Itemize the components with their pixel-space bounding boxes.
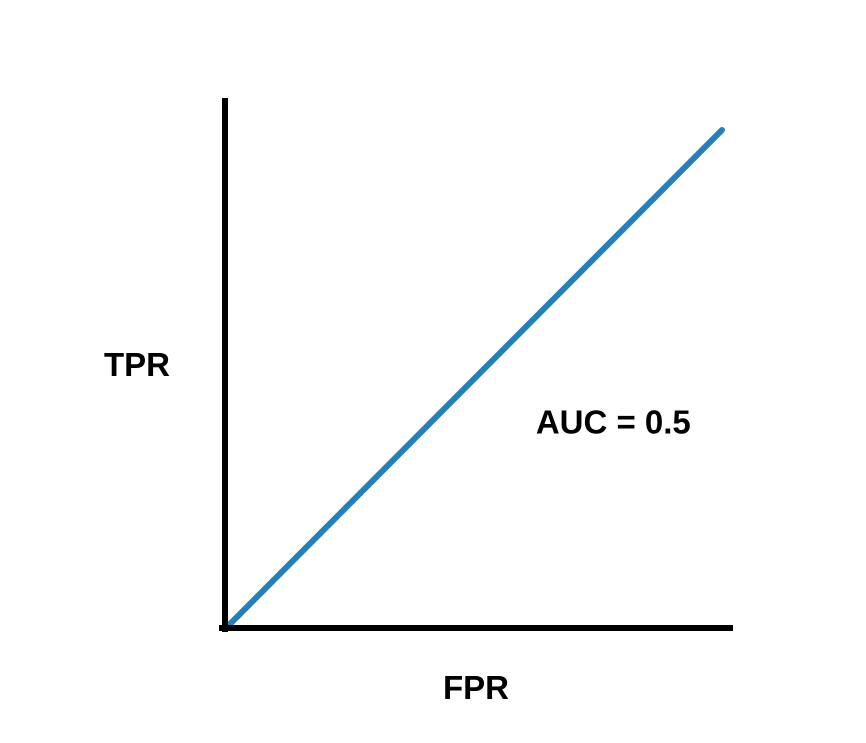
series-layer [225, 127, 725, 629]
annotation-layer: AUC = 0.5 [536, 404, 691, 441]
y-axis-label: TPR [104, 346, 170, 383]
series-line-0 [225, 127, 725, 629]
auc-annotation: AUC = 0.5 [536, 404, 691, 441]
x-axis-label: FPR [443, 669, 509, 706]
